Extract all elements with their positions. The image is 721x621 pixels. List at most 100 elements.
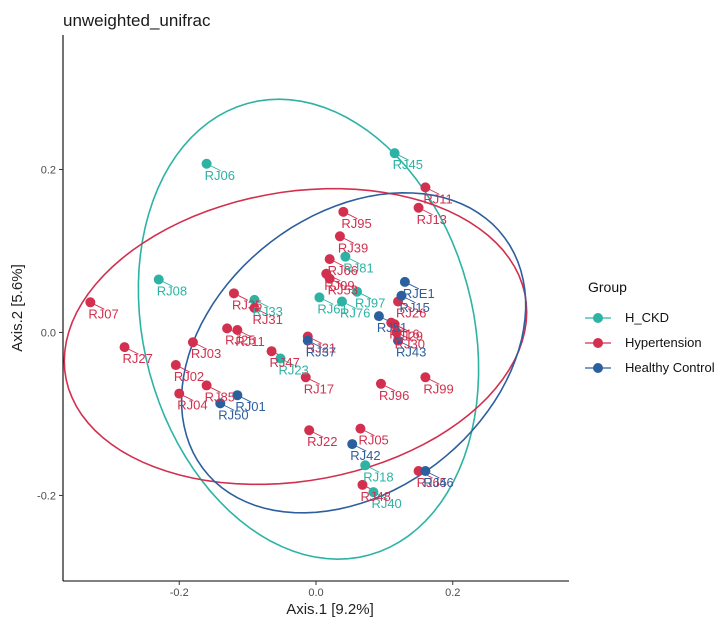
y-tick-label: -0.2 xyxy=(37,490,56,502)
point-label: RJE1 xyxy=(403,286,435,301)
legend-key-dot xyxy=(593,313,603,323)
point-rj43 xyxy=(393,335,404,346)
point-label: RJ43 xyxy=(396,345,426,360)
point-label: RJ02 xyxy=(174,369,204,384)
point-rj40 xyxy=(368,487,379,498)
point-label: RJ04 xyxy=(177,398,207,413)
point-label: RJ85 xyxy=(205,389,235,404)
point-label: RJ37 xyxy=(306,345,336,360)
point-rj02 xyxy=(170,360,181,371)
point-label: RJ48 xyxy=(360,489,390,504)
point-rj95 xyxy=(338,206,349,217)
point-rj13 xyxy=(413,202,424,213)
ellipse-h-ckd xyxy=(137,98,480,561)
point-label: RJ97 xyxy=(355,296,385,311)
point-rj47 xyxy=(266,346,277,357)
point-label: RJ29 xyxy=(393,328,423,343)
legend: Group H_CKD Hypertension Healthy Control xyxy=(585,279,715,375)
point-label: RJ96 xyxy=(379,388,409,403)
point-label: RJ35 xyxy=(232,297,262,312)
point-rj53 xyxy=(324,273,335,284)
point-label: RJ26 xyxy=(396,305,426,320)
point-rj65 xyxy=(413,465,424,476)
y-axis-ticks: -0.2 0.0 0.2 xyxy=(37,164,63,502)
point-rj35 xyxy=(228,288,239,299)
point-rj03 xyxy=(187,337,198,348)
legend-item-label: Hypertension xyxy=(625,335,702,350)
point-rj04 xyxy=(174,388,185,399)
point-rj18 xyxy=(360,460,371,471)
x-tick-label: -0.2 xyxy=(170,587,189,599)
point-rj76 xyxy=(336,296,347,307)
point-rje1 xyxy=(399,276,410,287)
point-label: RJ61 xyxy=(317,301,347,316)
point-label: RJ17 xyxy=(304,381,334,396)
point-label: RJ51 xyxy=(377,320,407,335)
legend-key-dot xyxy=(593,338,603,348)
point-label: RJ23 xyxy=(278,363,308,378)
point-label: RJ33 xyxy=(252,304,282,319)
point-rj61 xyxy=(314,292,325,303)
point-rj33 xyxy=(249,294,260,305)
legend-title: Group xyxy=(588,279,627,295)
point-rj07 xyxy=(85,297,96,308)
point-label: RJ47 xyxy=(270,355,300,370)
point-rj30 xyxy=(391,327,402,338)
point-rj45 xyxy=(389,148,400,159)
point-label: RJ09 xyxy=(324,278,354,293)
point-rj15 xyxy=(396,290,407,301)
point-rj31 xyxy=(249,303,260,313)
point-label: RJ25 xyxy=(225,332,255,347)
point-label: RJ27 xyxy=(123,351,153,366)
x-axis-label: Axis.1 [9.2%] xyxy=(286,601,374,618)
point-label: RJ30 xyxy=(395,336,425,351)
point-rj01 xyxy=(232,390,243,401)
point-rj11 xyxy=(232,325,243,336)
x-axis-ticks: -0.2 0.0 0.2 xyxy=(170,581,460,599)
y-tick-label: 0.0 xyxy=(41,327,56,339)
point-label: RJ66 xyxy=(328,263,358,278)
point-label: RJ16 xyxy=(389,327,419,342)
point-label: RJ76 xyxy=(340,305,370,320)
point-label: RJ40 xyxy=(371,496,401,511)
point-rj22 xyxy=(304,425,315,436)
point-rj39 xyxy=(334,231,345,242)
point-label: RJ31 xyxy=(252,312,282,327)
ellipse-healthy-control xyxy=(180,191,527,514)
point-label: RJ11 xyxy=(235,334,264,349)
point-label: RJ46 xyxy=(423,475,453,490)
point-rj48 xyxy=(357,479,368,490)
point-rj23 xyxy=(275,353,286,364)
point-rj97 xyxy=(352,286,363,297)
point-label: RJ06 xyxy=(205,168,235,183)
point-rj85 xyxy=(201,380,212,391)
point-rj99 xyxy=(420,372,431,383)
point-label: RJ05 xyxy=(358,433,388,448)
y-axis-label: Axis.2 [5.6%] xyxy=(9,264,26,352)
point-label: RJ11 xyxy=(423,191,452,206)
point-rj27 xyxy=(119,342,130,353)
point-label: RJ21 xyxy=(306,341,336,356)
point-rj16 xyxy=(386,317,397,328)
point-label: RJ99 xyxy=(423,381,453,396)
point-rj11 xyxy=(420,182,431,193)
point-label: RJ08 xyxy=(157,283,187,298)
point-rj17 xyxy=(300,372,311,383)
point-rj08 xyxy=(153,274,164,285)
data-points xyxy=(85,148,431,498)
legend-item-label: Healthy Control xyxy=(625,360,715,375)
point-label: RJ53 xyxy=(328,283,358,298)
point-label: RJ01 xyxy=(235,399,265,414)
point-label: RJ42 xyxy=(350,448,380,463)
point-label: RJ18 xyxy=(363,469,393,484)
point-rj42 xyxy=(347,439,358,450)
point-label: RJ13 xyxy=(417,212,447,227)
point-rj50 xyxy=(215,398,226,409)
point-label: RJ95 xyxy=(341,216,371,231)
point-label: RJ07 xyxy=(88,306,118,321)
point-label: RJ03 xyxy=(191,346,221,361)
point-rj06 xyxy=(201,158,212,169)
y-tick-label: 0.2 xyxy=(41,164,56,176)
